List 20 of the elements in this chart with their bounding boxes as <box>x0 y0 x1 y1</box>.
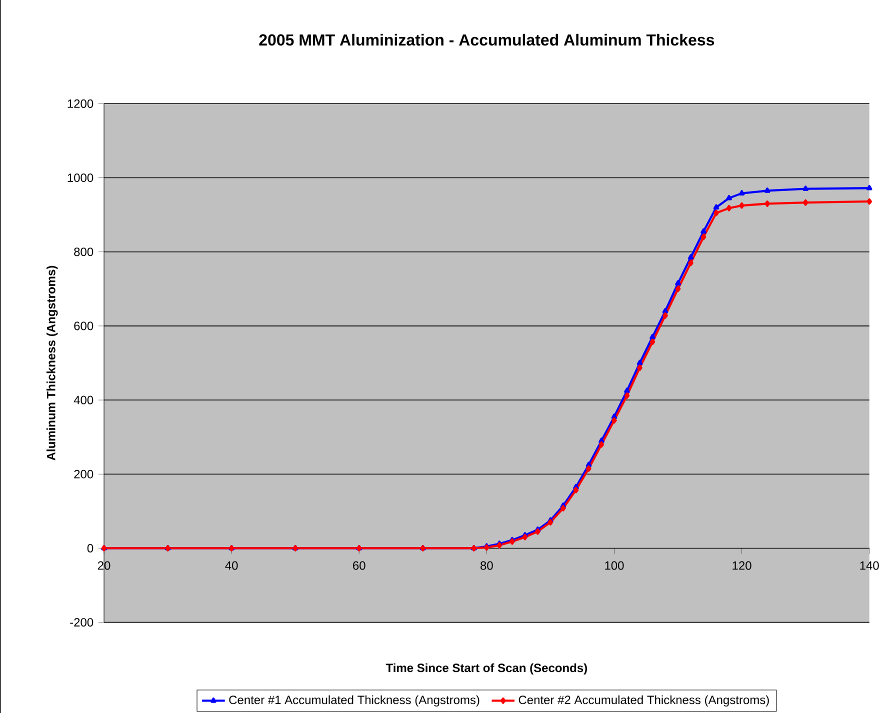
x-tick-label: 60 <box>353 561 366 570</box>
x-tick-label: 100 <box>605 561 624 570</box>
x-axis-title: Time Since Start of Scan (Seconds) <box>386 663 587 675</box>
y-tick-label: 800 <box>74 248 94 256</box>
x-tick-label: 140 <box>860 561 879 570</box>
x-tick-label: 20 <box>98 561 110 570</box>
y-tick-label: 1000 <box>68 173 94 182</box>
y-tick-label: 600 <box>74 322 94 330</box>
x-tick-label: 40 <box>225 561 238 570</box>
x-tick-label: 80 <box>480 561 493 570</box>
y-tick-label: 400 <box>74 396 94 404</box>
chart-title: 2005 MMT Aluminization - Accumulated Aluminum Thickess <box>259 34 714 46</box>
legend-label: Center #2 Accumulated Thickness (Angstroms) <box>518 695 769 707</box>
y-axis-title: Aluminum Thickness (Angstroms) <box>46 266 58 460</box>
y-tick-label: -200 <box>70 618 94 627</box>
x-tick-label: 120 <box>732 561 752 570</box>
y-tick-label: 0 <box>87 544 94 552</box>
y-tick-label: 200 <box>74 470 94 478</box>
legend-label: Center #1 Accumulated Thickness (Angstroms) <box>229 695 480 707</box>
y-tick-label: 1200 <box>68 99 94 108</box>
